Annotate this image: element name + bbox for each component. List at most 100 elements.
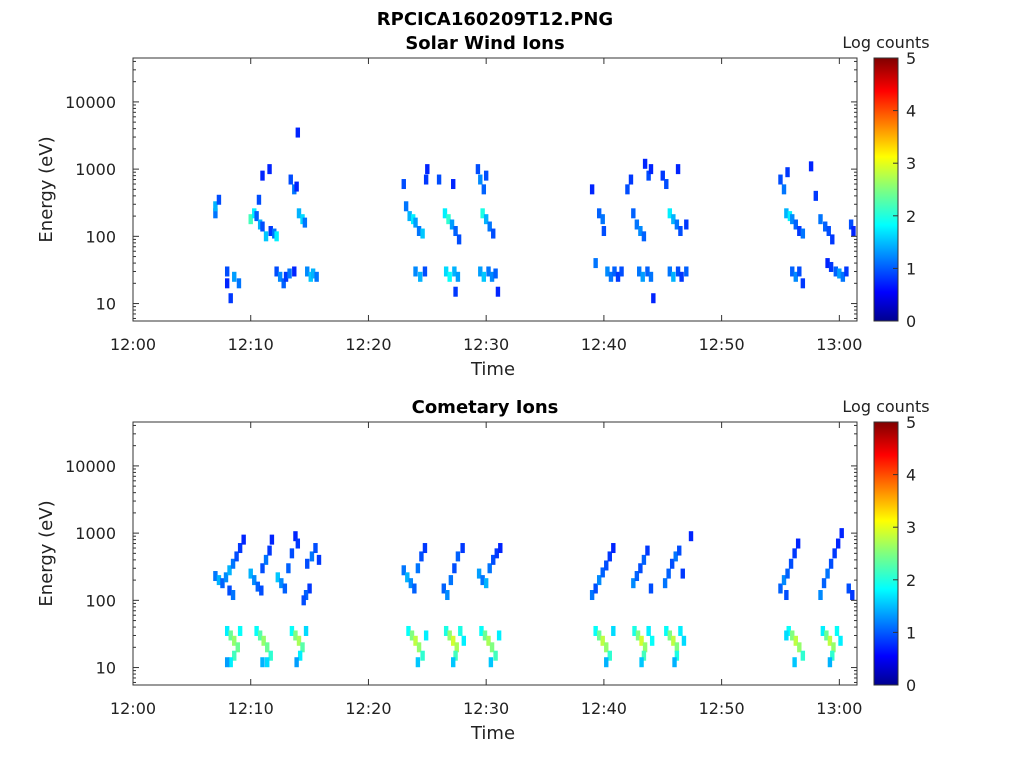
- heatmap-cell: [223, 572, 229, 583]
- heatmap-cell: [851, 226, 856, 237]
- heatmap-cell: [669, 558, 675, 569]
- heatmap-cell: [456, 234, 462, 245]
- heatmap-cell: [671, 635, 676, 646]
- heatmap-cell: [314, 271, 319, 282]
- heatmap-cell: [227, 585, 232, 596]
- heatmap-cell: [441, 583, 446, 594]
- heatmap-cell: [826, 226, 831, 237]
- heatmap-cell: [234, 551, 239, 562]
- heatmap-cell: [422, 266, 428, 277]
- heatmap-cell: [443, 625, 449, 636]
- heatmap-cell: [260, 563, 265, 574]
- heatmap-cell: [216, 194, 222, 205]
- heatmap-cell: [300, 214, 305, 225]
- heatmap-cell: [679, 271, 684, 282]
- heatmap-cell: [452, 563, 457, 574]
- heatmap-cell: [294, 181, 299, 192]
- x-axis-label: Time: [470, 723, 515, 744]
- heatmap-cell: [259, 585, 264, 596]
- heatmap-cell: [452, 266, 457, 277]
- plot-frame: [132, 57, 858, 322]
- heatmap-cell: [818, 590, 823, 601]
- heatmap-cell: [213, 208, 218, 219]
- heatmap-cell: [641, 650, 647, 661]
- heatmap-cell: [820, 625, 826, 636]
- colorbar-tick-label: 3: [906, 518, 916, 537]
- heatmap-cell: [256, 194, 262, 205]
- heatmap-cell: [265, 657, 270, 668]
- heatmap-cell: [489, 271, 495, 282]
- heatmap-cell: [498, 543, 503, 554]
- heatmap-cell: [608, 271, 614, 282]
- heatmap-cell: [481, 271, 487, 282]
- heatmap-cell: [254, 211, 259, 222]
- heatmap-cell: [423, 174, 429, 185]
- heatmap-cell: [232, 650, 237, 661]
- heatmap-cell: [451, 179, 456, 190]
- heatmap-cell: [589, 184, 595, 195]
- heatmap-cell: [835, 538, 841, 549]
- heatmap-cell: [224, 657, 230, 668]
- heatmap-cell: [252, 575, 257, 586]
- heatmap-cell: [413, 635, 418, 646]
- heatmap-cell: [600, 567, 605, 578]
- heatmap-cell: [487, 563, 492, 574]
- heatmap-cell: [850, 590, 855, 601]
- heatmap-cell: [784, 630, 789, 641]
- heatmap-cell: [833, 266, 839, 277]
- heatmap-cell: [451, 657, 456, 668]
- heatmap-cell: [494, 548, 499, 559]
- heatmap-cell: [828, 558, 834, 569]
- heatmap-cell: [645, 545, 650, 556]
- heatmap-cell: [793, 635, 798, 646]
- heatmap-cell: [281, 278, 286, 289]
- heatmap-cell: [496, 630, 502, 641]
- heatmap-cell: [495, 286, 501, 297]
- heatmap-cell: [303, 590, 309, 601]
- heatmap-cell: [483, 578, 489, 589]
- heatmap-cell: [236, 278, 242, 289]
- heatmap-cell: [675, 266, 681, 277]
- heatmap-cell: [615, 271, 621, 282]
- heatmap-cell: [282, 583, 288, 594]
- heatmap-cell: [838, 635, 843, 646]
- heatmap-cell: [662, 578, 668, 589]
- heatmap-cell: [297, 650, 303, 661]
- heatmap-cell: [292, 266, 297, 277]
- heatmap-cell: [410, 214, 416, 225]
- heatmap-cell: [302, 217, 308, 228]
- heatmap-cell: [419, 551, 424, 562]
- y-tick-label: 1000: [75, 160, 116, 179]
- heatmap-cell: [415, 563, 421, 574]
- colorbar-tick-label: 5: [906, 413, 916, 432]
- x-tick-label: 12:10: [228, 699, 274, 718]
- heatmap-cell: [489, 642, 495, 653]
- heatmap-cell: [293, 630, 298, 641]
- heatmap-cell: [289, 548, 295, 559]
- heatmap-cell: [821, 578, 827, 589]
- heatmap-cell: [787, 211, 793, 222]
- heatmap-cell: [781, 184, 787, 195]
- heatmap-cell: [237, 625, 243, 636]
- heatmap-cell: [684, 219, 689, 230]
- heatmap-cell: [263, 231, 269, 242]
- heatmap-cell: [830, 234, 835, 245]
- heatmap-cell: [423, 630, 429, 641]
- heatmap-cell: [406, 625, 411, 636]
- heatmap-cell: [305, 558, 310, 569]
- heatmap-cell: [649, 635, 655, 646]
- heatmap-cell: [420, 228, 425, 239]
- heatmap-cell: [637, 266, 642, 277]
- heatmap-cell: [681, 635, 687, 646]
- heatmap-cell: [478, 266, 483, 277]
- heatmap-cell: [639, 657, 644, 668]
- heatmap-cell: [596, 208, 602, 219]
- heatmap-cell: [625, 184, 630, 195]
- heatmap-cell: [448, 575, 454, 586]
- heatmap-cell: [607, 650, 612, 661]
- heatmap-cell: [228, 293, 233, 304]
- heatmap-cell: [288, 174, 293, 185]
- heatmap-cell: [230, 558, 236, 569]
- heatmap-cell: [604, 642, 609, 653]
